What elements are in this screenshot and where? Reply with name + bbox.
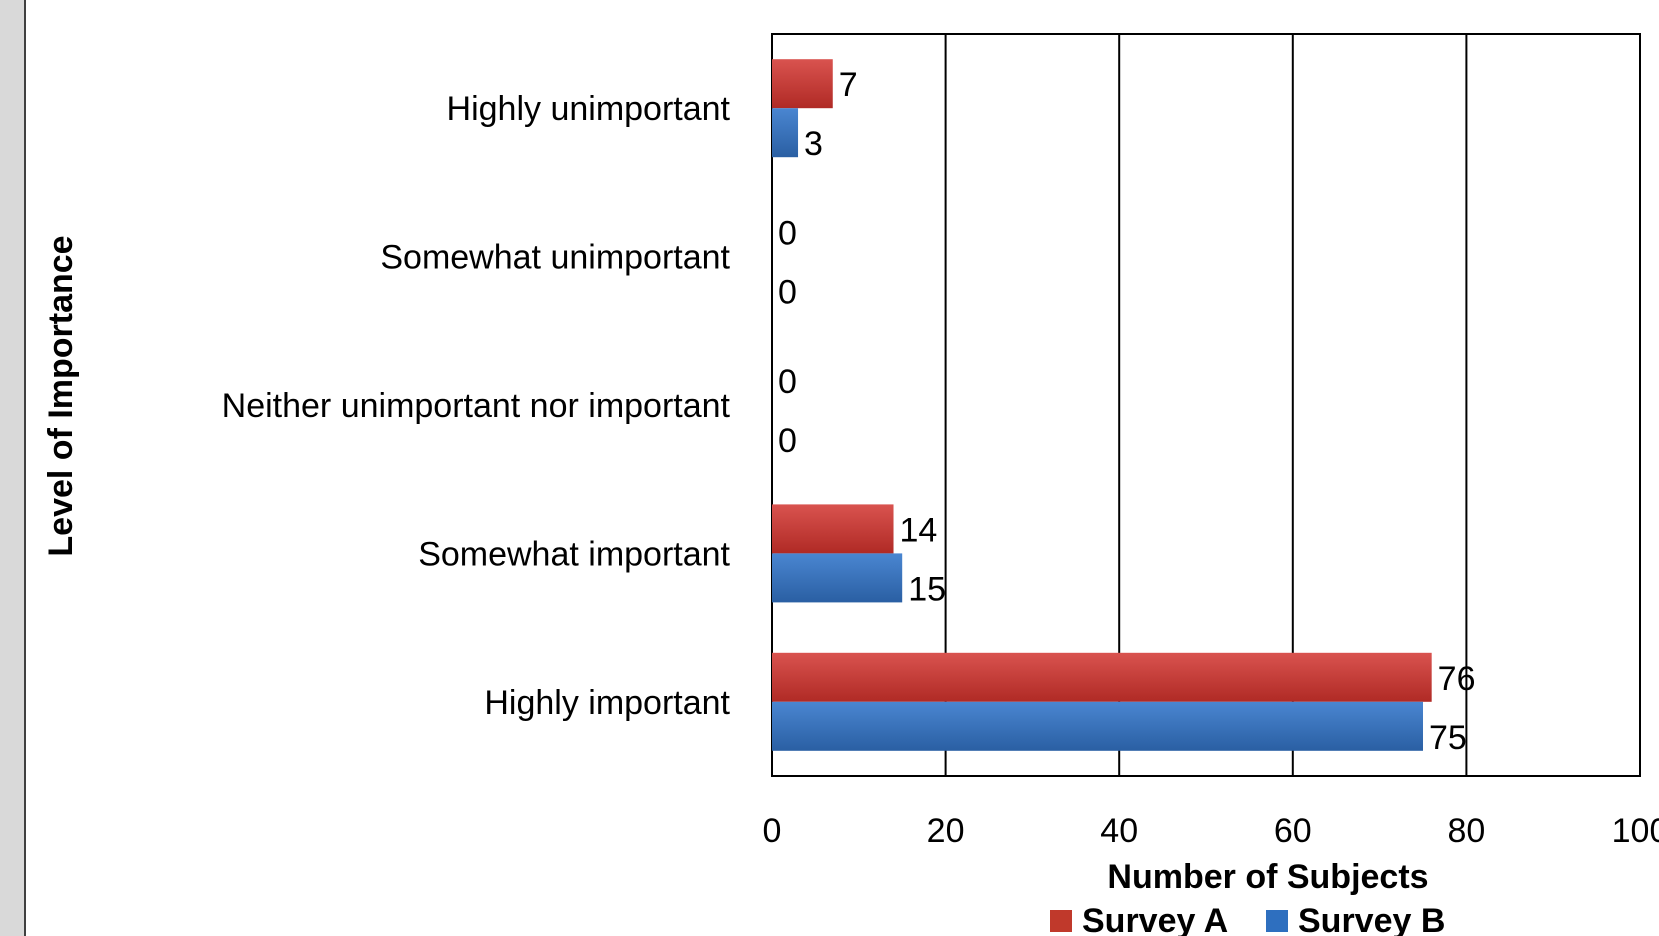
plot-area (771, 33, 1641, 777)
bar (772, 59, 833, 109)
data-label: 14 (900, 511, 938, 549)
category-label: Somewhat important (418, 535, 730, 573)
data-label: 0 (778, 363, 797, 401)
legend-label: Survey B (1298, 902, 1445, 936)
x-tick-label: 80 (1447, 812, 1485, 850)
x-tick-label: 100 (1612, 812, 1659, 850)
x-tick-label: 60 (1274, 812, 1312, 850)
category-label: Highly unimportant (447, 90, 731, 128)
category-label: Somewhat unimportant (380, 239, 730, 277)
data-label: 0 (778, 274, 797, 312)
data-label: 15 (908, 570, 946, 608)
legend-label: Survey A (1082, 902, 1228, 936)
bar (772, 652, 1432, 702)
x-tick-label: 0 (763, 812, 782, 850)
legend-swatch (1266, 910, 1288, 932)
data-labels: 73 0 0 0 0 14 15 76 75 (778, 66, 1476, 757)
x-tick-label: 40 (1100, 812, 1138, 850)
legend-swatch (1050, 910, 1072, 932)
bar (772, 701, 1423, 751)
data-label: 75 (1429, 719, 1467, 757)
window-border-strip (0, 0, 26, 936)
data-label: 0 (778, 215, 797, 253)
data-label: 0 (778, 422, 797, 460)
data-label: 3 (804, 125, 823, 163)
x-tick-labels: 0 20 40 60 80 100 (763, 812, 1659, 850)
bar (772, 108, 799, 158)
legend: Survey A Survey B (1050, 902, 1445, 936)
data-label: 7 (839, 66, 858, 104)
bars (772, 59, 1432, 751)
x-axis-title: Number of Subjects (1107, 858, 1428, 896)
y-axis-title: Level of Importance (42, 235, 80, 556)
category-label: Highly important (484, 684, 730, 722)
bar (772, 504, 894, 554)
bar (772, 553, 903, 603)
category-label: Neither unimportant nor important (222, 387, 731, 425)
gridlines (944, 34, 1468, 776)
x-tick-label: 20 (927, 812, 965, 850)
data-label: 76 (1438, 660, 1476, 698)
category-labels: Highly unimportant Somewhat unimportant Ne… (222, 90, 731, 722)
